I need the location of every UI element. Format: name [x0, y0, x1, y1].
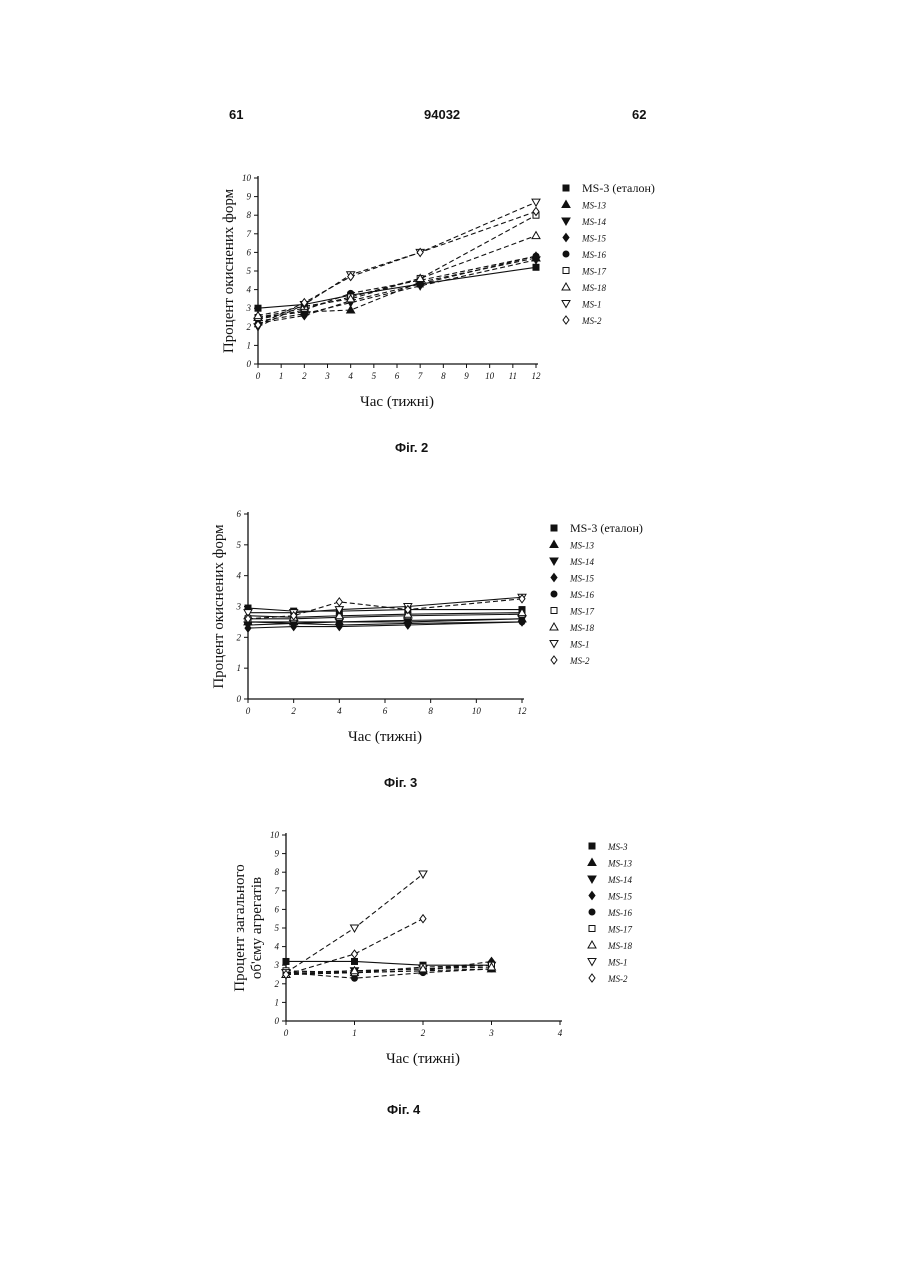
data-point — [351, 925, 359, 932]
x-tick-label: 2 — [421, 1028, 426, 1038]
series-line — [286, 967, 492, 974]
legend-label: MS-1 — [607, 958, 628, 968]
legend-marker — [588, 959, 596, 966]
legend-label: MS-14 — [607, 875, 632, 885]
y-tick-label: 7 — [275, 886, 280, 896]
series-line — [286, 969, 492, 975]
x-tick-label: 4 — [558, 1028, 563, 1038]
y-axis-label: Процент загального — [232, 864, 248, 992]
y-tick-label: 3 — [274, 960, 280, 970]
data-point — [352, 950, 358, 958]
y-tick-label: 8 — [275, 867, 280, 877]
legend-marker — [589, 909, 595, 915]
legend-marker — [589, 843, 595, 849]
x-tick-label: 3 — [488, 1028, 494, 1038]
x-tick-label: 1 — [352, 1028, 357, 1038]
figure-4-caption: Фіг. 4 — [387, 1102, 420, 1117]
legend-label: MS-13 — [607, 859, 632, 869]
data-point — [283, 958, 289, 964]
legend-marker — [588, 876, 596, 883]
legend-marker — [588, 941, 596, 948]
legend-marker — [589, 974, 595, 982]
series-line — [286, 965, 492, 972]
y-tick-label: 9 — [275, 849, 280, 859]
legend-label: MS-16 — [607, 908, 632, 918]
y-tick-label: 4 — [275, 942, 280, 952]
y-tick-label: 6 — [275, 904, 280, 914]
series-line — [286, 965, 492, 972]
legend-label: MS-17 — [607, 925, 632, 935]
data-point — [352, 958, 358, 964]
y-tick-label: 2 — [275, 979, 280, 989]
legend-label: MS-15 — [607, 892, 632, 902]
legend-label: MS-18 — [607, 941, 632, 951]
y-axis-label: об'єму агрегатів — [249, 877, 265, 979]
y-tick-label: 5 — [275, 923, 280, 933]
legend-marker — [589, 926, 595, 932]
series-line — [286, 961, 492, 965]
legend-marker — [589, 892, 595, 900]
legend-label: MS-2 — [607, 974, 628, 984]
x-axis-label: Час (тижні) — [386, 1051, 460, 1067]
y-tick-label: 1 — [275, 997, 280, 1007]
data-point — [420, 915, 426, 923]
y-tick-label: 10 — [270, 830, 280, 840]
series-line — [286, 969, 492, 978]
legend-label: MS-3 — [607, 842, 628, 852]
legend-marker — [588, 859, 596, 866]
y-tick-label: 0 — [275, 1016, 280, 1026]
x-tick-label: 0 — [284, 1028, 289, 1038]
data-point — [419, 871, 427, 878]
